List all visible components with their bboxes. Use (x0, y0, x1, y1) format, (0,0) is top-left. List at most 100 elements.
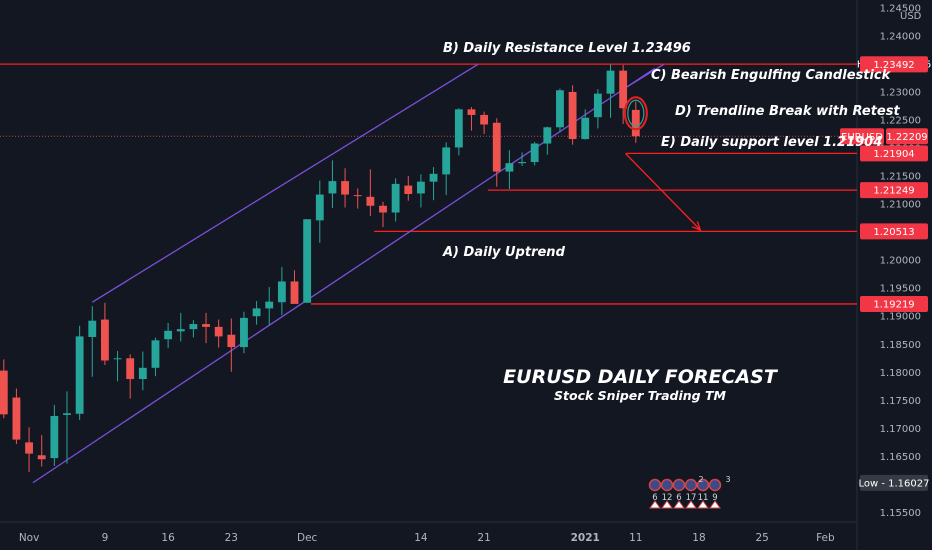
candle-body (290, 281, 299, 304)
candle-body (25, 442, 33, 454)
candle-body (252, 308, 261, 317)
y-tick-label: 1.18500 (880, 340, 921, 351)
candle-body (189, 324, 198, 330)
candle-body (277, 281, 286, 303)
support-resistance-levels (0, 63, 857, 305)
candle-body (429, 173, 438, 182)
candles (0, 64, 640, 473)
engulfing-highlight-circle (623, 96, 648, 131)
candle-body (530, 143, 539, 163)
event-count: 6 (652, 493, 657, 503)
candle-body (606, 70, 615, 94)
low-price-label-bg (860, 474, 928, 491)
candle-body (315, 194, 324, 221)
symbol-label-bg (840, 128, 884, 145)
forecast-arrow-head (691, 221, 702, 231)
candle-body (619, 70, 628, 109)
event-marker-icon (660, 478, 674, 492)
channel-line-upper (91, 63, 479, 303)
level-price-label: 1.20513 (873, 227, 914, 238)
candle-body (556, 90, 564, 128)
x-tick-label: Feb (816, 532, 835, 544)
candle-body (126, 358, 135, 380)
x-tick-label: Dec (297, 532, 318, 544)
extra-price-label: 1.23492 (873, 60, 914, 71)
y-tick-label: 1.20000 (880, 256, 921, 267)
candle-body (138, 367, 147, 380)
annotation-engulfing: C) Bearish Engulfing Candlestick (651, 68, 892, 83)
candle-body (303, 219, 312, 303)
annotation-uptrend: A) Daily Uptrend (442, 245, 566, 260)
candle-body (581, 117, 590, 140)
candle-body (12, 397, 21, 440)
candle-body (593, 93, 602, 118)
candle-body (328, 181, 337, 194)
x-tick-label: 18 (692, 532, 705, 544)
x-tick-label: 14 (414, 532, 428, 544)
candle-body (240, 317, 248, 348)
y-tick-label: 1.16500 (880, 452, 921, 463)
candle-body (227, 334, 236, 348)
level-price-label: 1.19219 (873, 299, 914, 310)
event-count: 11 (698, 493, 709, 503)
event-flag-icon (649, 500, 661, 509)
candle-body (366, 196, 375, 206)
price-axis: 1.245001.240001.235001.230001.225001.220… (840, 3, 931, 519)
event-flag-icon (697, 500, 709, 509)
current-price-label-bg (886, 128, 928, 145)
event-flag-icon (685, 500, 697, 509)
y-tick-label: 1.22500 (880, 115, 921, 126)
event-marker-icon (672, 478, 686, 492)
y-tick-label: 1.18000 (880, 368, 921, 379)
candle-body (63, 413, 71, 415)
event-flag-icon (709, 500, 721, 509)
event-marker-icon (648, 478, 662, 492)
candle-body (88, 320, 97, 337)
x-tick-label: 25 (756, 532, 769, 544)
candle-body (100, 319, 109, 361)
symbol-label: EURUSD (841, 132, 883, 143)
event-flag-icon (661, 500, 673, 509)
currency-label: USD (900, 11, 922, 22)
y-tick-label: 1.23000 (880, 87, 921, 98)
chart-title: EURUSD DAILY FORECAST (503, 366, 779, 388)
candle-body (164, 330, 173, 340)
candle-body (492, 122, 501, 172)
event-count-small: 3 (725, 475, 730, 484)
y-tick-label: 1.24500 (880, 3, 921, 14)
candle-body (151, 340, 160, 368)
event-count: 12 (662, 493, 673, 503)
candle-body (379, 205, 387, 213)
x-tick-label: 9 (102, 532, 109, 544)
extra-price-label-bg (860, 56, 928, 73)
event-marker-icon (708, 478, 722, 492)
candle-body (568, 91, 577, 140)
event-count: 9 (712, 493, 717, 503)
y-tick-label: 1.15500 (880, 508, 921, 519)
y-tick-label: 1.19000 (880, 312, 921, 323)
event-flag-icon (673, 500, 685, 509)
candle-body (214, 326, 223, 337)
candle-body (543, 127, 552, 144)
x-tick-label: 11 (629, 532, 642, 544)
x-tick-label: Nov (19, 532, 40, 544)
x-tick-label: 23 (225, 532, 238, 544)
candle-body (353, 195, 362, 197)
grid (0, 0, 858, 550)
event-count: 17 (686, 493, 697, 503)
x-tick-label: 16 (161, 532, 175, 544)
annotation-trendline-break: D) Trendline Break with Retest (675, 104, 900, 119)
level-price-label: 1.21249 (873, 186, 914, 197)
overlays: 6 12 6 17 11 92 3 (623, 96, 731, 509)
event-marker-icon (684, 478, 698, 492)
candle-body (454, 109, 463, 148)
event-count-small: 2 (698, 475, 703, 484)
event-count: 6 (676, 493, 681, 503)
y-tick-label: 1.17500 (880, 396, 921, 407)
candle-body (505, 163, 514, 172)
candle-body (75, 336, 84, 414)
annotation-support: E) Daily support level 1.21904 (661, 135, 882, 150)
candle-body (113, 358, 122, 360)
candle-body (50, 416, 59, 459)
candle-body (176, 329, 185, 332)
